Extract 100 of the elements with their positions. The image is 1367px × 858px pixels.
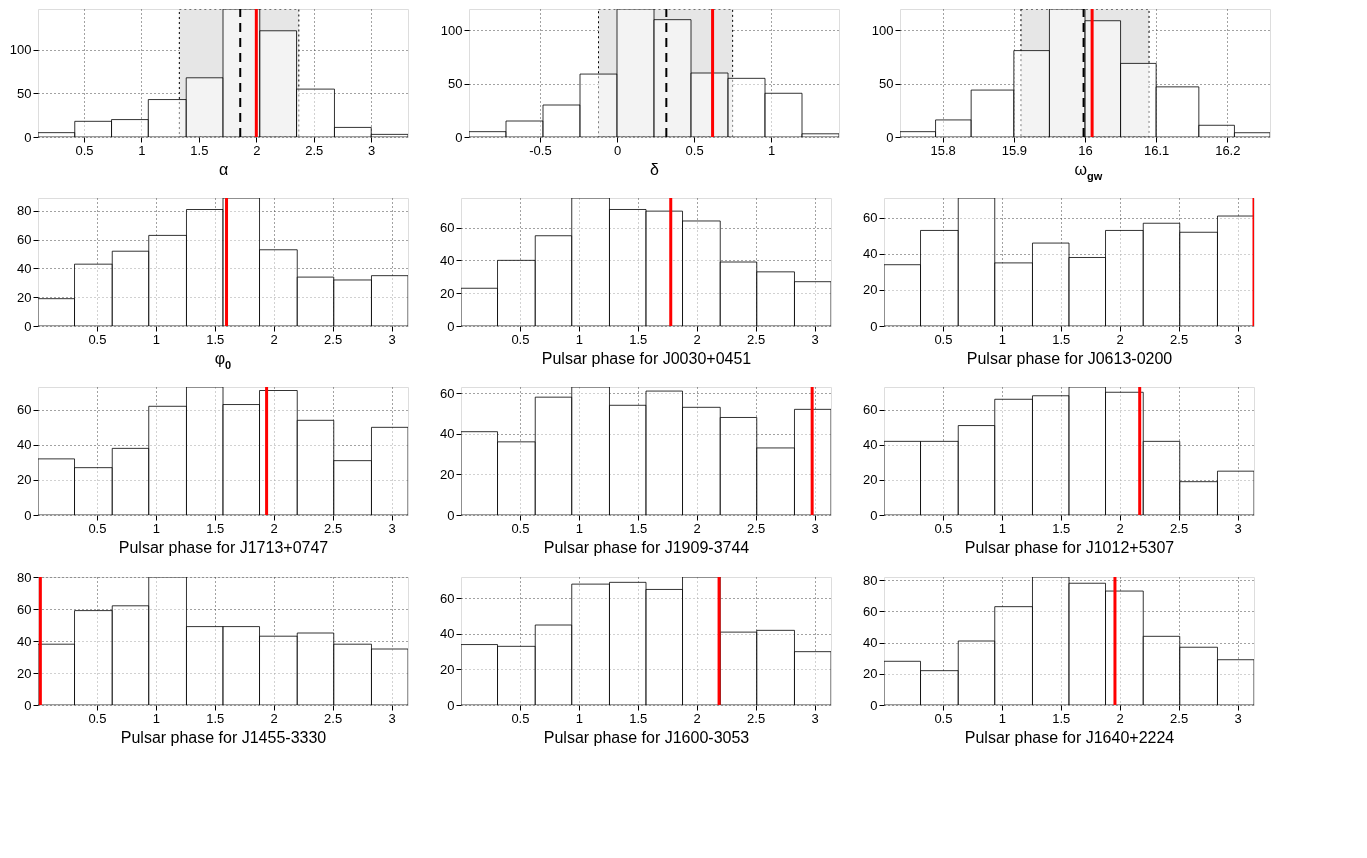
x-tick-label: -0.5 <box>529 142 552 158</box>
x-tick-label: 2 <box>1116 331 1124 347</box>
y-tick-label: 40 <box>440 626 455 642</box>
y-tick-label: 0 <box>870 507 878 523</box>
x-tick-label: 3 <box>368 142 376 158</box>
x-axis-title: Pulsar phase for J1012+5307 <box>964 538 1175 556</box>
x-tick-label: 0.5 <box>934 331 953 347</box>
x-tick-label: 0.5 <box>88 710 107 726</box>
x-axis-title: Pulsar phase for J1600-3053 <box>543 728 750 746</box>
x-tick-label: 1.5 <box>629 710 648 726</box>
x-tick-label: 1 <box>575 520 583 536</box>
x-tick-label: 1.5 <box>190 142 209 158</box>
y-tick-label: 40 <box>863 437 878 453</box>
x-tick-label: 1.5 <box>206 710 225 726</box>
x-tick-label: 0.5 <box>934 710 953 726</box>
x-tick-label: 1 <box>768 142 776 158</box>
x-tick-label: 2.5 <box>1170 710 1189 726</box>
y-tick-label: 80 <box>17 203 32 219</box>
y-tick-label: 60 <box>863 402 878 418</box>
y-tick-label: 0 <box>24 318 32 334</box>
y-tick-label: 20 <box>863 666 878 682</box>
x-tick-label: 16 <box>1078 142 1093 158</box>
y-tick-label: 60 <box>440 590 455 606</box>
x-tick-label: 15.8 <box>930 142 956 158</box>
x-tick-label: 0.5 <box>88 520 107 536</box>
x-tick-label: 2 <box>693 710 701 726</box>
y-tick-label: 0 <box>886 129 894 145</box>
x-tick-label: 2.5 <box>747 710 766 726</box>
x-tick-label: 1.5 <box>629 520 648 536</box>
x-tick-label: 2.5 <box>1170 520 1189 536</box>
x-tick-label: 1 <box>575 710 583 726</box>
y-tick-label: 100 <box>9 42 32 58</box>
y-tick-label: 0 <box>447 318 455 334</box>
y-tick-label: 20 <box>863 472 878 488</box>
x-tick-label: 0.5 <box>75 142 94 158</box>
x-tick-label: 1 <box>152 331 160 347</box>
y-tick-label: 60 <box>863 210 878 226</box>
y-tick-label: 50 <box>879 76 894 92</box>
y-tick-label: 60 <box>440 385 455 401</box>
x-tick-label: 1.5 <box>206 331 225 347</box>
x-axis-title: Pulsar phase for J1909-3744 <box>543 538 750 556</box>
x-tick-label: 2 <box>693 520 701 536</box>
x-tick-label: 1.5 <box>206 520 225 536</box>
y-tick-label: 80 <box>863 572 878 588</box>
y-tick-label: 40 <box>17 633 32 649</box>
y-tick-label: 60 <box>17 402 32 418</box>
y-tick-label: 0 <box>447 697 455 713</box>
x-tick-label: 0.5 <box>934 520 953 536</box>
x-tick-label: 16.2 <box>1215 142 1241 158</box>
y-tick-label: 40 <box>440 426 455 442</box>
x-tick-label: 1 <box>152 520 160 536</box>
x-axis-title: Pulsar phase for J1713+0747 <box>118 538 329 556</box>
x-tick-label: 2.5 <box>305 142 324 158</box>
y-tick-label: 80 <box>17 569 32 585</box>
x-tick-label: 3 <box>811 331 819 347</box>
x-tick-label: 3 <box>1234 710 1242 726</box>
x-tick-label: 2 <box>270 520 278 536</box>
x-tick-label: 1 <box>152 710 160 726</box>
y-tick-label: 40 <box>863 246 878 262</box>
y-tick-label: 40 <box>17 260 32 276</box>
x-tick-label: 3 <box>388 520 396 536</box>
x-tick-label: 2.5 <box>324 331 343 347</box>
x-tick-label: 1 <box>575 331 583 347</box>
x-tick-label: 0.5 <box>88 331 107 347</box>
y-tick-label: 60 <box>17 601 32 617</box>
x-tick-label: 0.5 <box>511 331 530 347</box>
y-tick-label: 0 <box>870 697 878 713</box>
y-tick-label: 20 <box>440 466 455 482</box>
y-tick-label: 100 <box>440 22 463 38</box>
x-tick-label: 3 <box>811 520 819 536</box>
x-axis-title: Pulsar phase for J1455-3330 <box>120 728 327 746</box>
x-tick-label: 3 <box>1234 331 1242 347</box>
x-axis-title: Pulsar phase for J1640+2224 <box>964 728 1175 746</box>
x-tick-label: 3 <box>1234 520 1242 536</box>
y-tick-label: 20 <box>863 282 878 298</box>
y-tick-label: 60 <box>17 232 32 248</box>
x-tick-label: 2 <box>253 142 261 158</box>
y-tick-label: 0 <box>24 507 32 523</box>
x-tick-label: 3 <box>388 710 396 726</box>
y-tick-label: 0 <box>24 697 32 713</box>
y-tick-label: 50 <box>17 85 32 101</box>
x-tick-label: 1 <box>138 142 146 158</box>
x-tick-label: 2.5 <box>747 520 766 536</box>
x-tick-label: 2 <box>1116 710 1124 726</box>
y-tick-label: 50 <box>448 76 463 92</box>
y-tick-label: 0 <box>24 129 32 145</box>
x-tick-label: 0.5 <box>511 710 530 726</box>
x-tick-label: 2.5 <box>747 331 766 347</box>
x-tick-label: 2.5 <box>324 520 343 536</box>
x-tick-label: 0.5 <box>685 142 704 158</box>
x-tick-label: 0 <box>613 142 622 158</box>
y-tick-label: 20 <box>17 472 32 488</box>
x-tick-label: 1 <box>998 710 1006 726</box>
x-tick-label: 2 <box>693 331 701 347</box>
x-tick-label: 3 <box>811 710 819 726</box>
y-tick-label: 0 <box>870 318 878 334</box>
y-tick-label: 40 <box>863 635 878 651</box>
x-tick-label: 2.5 <box>324 710 343 726</box>
x-tick-label: 1.5 <box>629 331 648 347</box>
x-tick-label: 2 <box>1116 520 1124 536</box>
